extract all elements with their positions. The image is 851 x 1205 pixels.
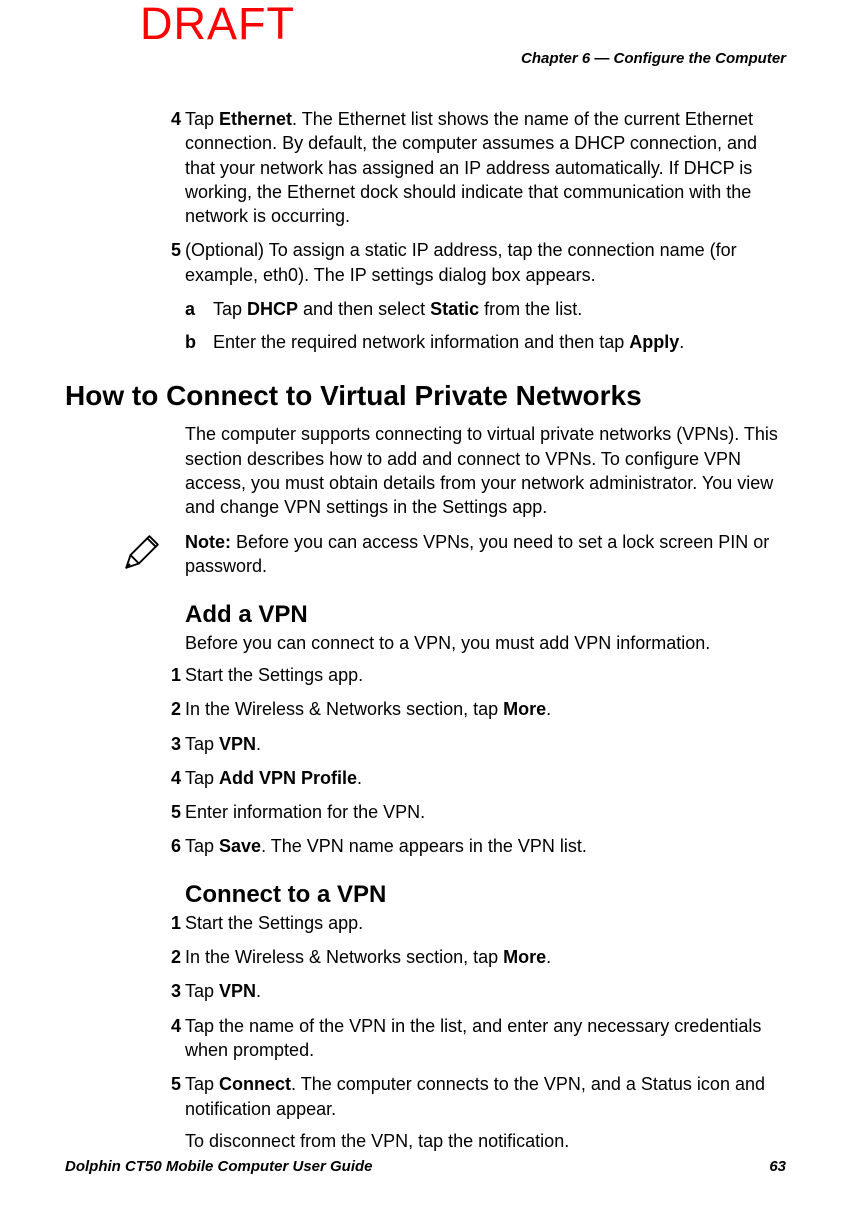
add-step-2: 2 In the Wireless & Networks section, ta… xyxy=(185,697,786,721)
step-number: 6 xyxy=(157,834,181,858)
step-5: 5 (Optional) To assign a static IP addre… xyxy=(185,238,786,355)
ethernet-steps-continuation: 4 Tap Ethernet. The Ethernet list shows … xyxy=(185,107,786,355)
step-text: Tap Add VPN Profile. xyxy=(185,768,362,788)
step-text: Tap Save. The VPN name appears in the VP… xyxy=(185,836,587,856)
step-number: 2 xyxy=(157,945,181,969)
step-number: 4 xyxy=(157,1014,181,1038)
substep-a: a Tap DHCP and then select Static from t… xyxy=(185,297,786,322)
footer-title: Dolphin CT50 Mobile Computer User Guide xyxy=(65,1158,373,1175)
step-number: 3 xyxy=(157,732,181,756)
substep-letter: b xyxy=(185,330,196,355)
note-text: Note: Before you can access VPNs, you ne… xyxy=(185,530,786,579)
connect-vpn-steps: 1 Start the Settings app. 2 In the Wirel… xyxy=(185,911,786,1153)
step-number: 5 xyxy=(157,800,181,824)
step-number: 1 xyxy=(157,663,181,687)
step-number: 2 xyxy=(157,697,181,721)
add-vpn-steps: 1 Start the Settings app. 2 In the Wirel… xyxy=(185,663,786,859)
step-text: Tap VPN. xyxy=(185,734,261,754)
step-text: Tap VPN. xyxy=(185,981,261,1001)
pencil-icon xyxy=(120,532,162,574)
add-vpn-intro: Before you can connect to a VPN, you mus… xyxy=(185,631,786,655)
step-text: In the Wireless & Networks section, tap … xyxy=(185,699,551,719)
heading-connect-vpn: Connect to a VPN xyxy=(185,881,786,909)
step-number: 3 xyxy=(157,979,181,1003)
substep-text: Enter the required network information a… xyxy=(213,332,684,352)
add-step-6: 6 Tap Save. The VPN name appears in the … xyxy=(185,834,786,858)
chapter-header: Chapter 6 — Configure the Computer xyxy=(65,50,786,67)
step-4: 4 Tap Ethernet. The Ethernet list shows … xyxy=(185,107,786,228)
step-number: 5 xyxy=(157,238,181,262)
step-text: Enter information for the VPN. xyxy=(185,802,425,822)
heading-vpn: How to Connect to Virtual Private Networ… xyxy=(65,380,786,412)
conn-step-4: 4 Tap the name of the VPN in the list, a… xyxy=(185,1014,786,1063)
conn-step-1: 1 Start the Settings app. xyxy=(185,911,786,935)
page-footer: Dolphin CT50 Mobile Computer User Guide … xyxy=(65,1158,786,1175)
conn-step-5: 5 Tap Connect. The computer connects to … xyxy=(185,1072,786,1153)
step-number: 4 xyxy=(157,766,181,790)
vpn-intro-text: The computer supports connecting to virt… xyxy=(185,422,786,519)
page-number: 63 xyxy=(769,1158,786,1175)
step-text: Tap the name of the VPN in the list, and… xyxy=(185,1016,761,1060)
step-text: Start the Settings app. xyxy=(185,665,363,685)
substep-text: Tap DHCP and then select Static from the… xyxy=(213,299,582,319)
add-step-4: 4 Tap Add VPN Profile. xyxy=(185,766,786,790)
conn-step-2: 2 In the Wireless & Networks section, ta… xyxy=(185,945,786,969)
step-text: In the Wireless & Networks section, tap … xyxy=(185,947,551,967)
heading-add-vpn: Add a VPN xyxy=(185,601,786,629)
step-number: 4 xyxy=(157,107,181,131)
step-text: Start the Settings app. xyxy=(185,913,363,933)
note-block: Note: Before you can access VPNs, you ne… xyxy=(65,530,786,579)
conn-step-3: 3 Tap VPN. xyxy=(185,979,786,1003)
step-text: (Optional) To assign a static IP address… xyxy=(185,240,737,284)
substeps: a Tap DHCP and then select Static from t… xyxy=(185,297,786,355)
step-text: Tap Connect. The computer connects to th… xyxy=(185,1074,765,1118)
add-step-1: 1 Start the Settings app. xyxy=(185,663,786,687)
substep-letter: a xyxy=(185,297,195,322)
note-icon xyxy=(65,530,185,579)
disconnect-note: To disconnect from the VPN, tap the noti… xyxy=(185,1129,786,1153)
draft-watermark: DRAFT xyxy=(140,0,295,50)
add-step-5: 5 Enter information for the VPN. xyxy=(185,800,786,824)
step-text: Tap Ethernet. The Ethernet list shows th… xyxy=(185,109,757,226)
step-number: 5 xyxy=(157,1072,181,1096)
step-number: 1 xyxy=(157,911,181,935)
substep-b: b Enter the required network information… xyxy=(185,330,786,355)
add-step-3: 3 Tap VPN. xyxy=(185,732,786,756)
